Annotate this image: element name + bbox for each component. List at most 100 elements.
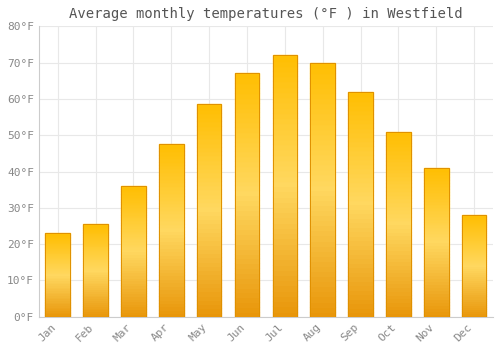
Bar	[310, 307, 335, 312]
Bar	[386, 132, 410, 317]
Bar	[348, 119, 373, 123]
Bar	[159, 268, 184, 272]
Bar	[462, 250, 486, 252]
Bar	[84, 256, 108, 258]
Bar	[310, 63, 335, 317]
Bar	[310, 134, 335, 139]
Bar	[386, 298, 410, 302]
Bar	[46, 302, 70, 303]
Bar	[462, 266, 486, 268]
Bar	[272, 108, 297, 113]
Bar	[84, 276, 108, 278]
Bar	[46, 260, 70, 262]
Bar	[386, 165, 410, 169]
Bar	[234, 229, 260, 234]
Bar	[159, 293, 184, 296]
Bar	[310, 93, 335, 98]
Bar	[234, 176, 260, 181]
Bar	[234, 244, 260, 249]
Bar	[84, 254, 108, 256]
Bar	[386, 228, 410, 232]
Bar	[424, 308, 448, 311]
Bar	[234, 161, 260, 166]
Bar	[310, 312, 335, 317]
Bar	[197, 138, 222, 142]
Bar	[84, 308, 108, 309]
Bar	[348, 209, 373, 213]
Bar	[121, 314, 146, 317]
Bar	[234, 278, 260, 283]
Bar	[159, 179, 184, 182]
Bar	[386, 187, 410, 191]
Bar	[121, 275, 146, 278]
Bar	[159, 272, 184, 275]
Bar	[462, 262, 486, 264]
Bar	[462, 246, 486, 248]
Bar	[348, 159, 373, 164]
Bar	[310, 68, 335, 73]
Bar	[386, 198, 410, 202]
Bar	[310, 159, 335, 164]
Bar	[84, 309, 108, 311]
Bar	[310, 240, 335, 246]
Bar	[197, 253, 222, 257]
Bar	[234, 74, 260, 78]
Bar	[462, 274, 486, 276]
Bar	[424, 290, 448, 293]
Bar	[159, 237, 184, 241]
Bar	[159, 241, 184, 244]
Bar	[84, 245, 108, 246]
Bar	[84, 287, 108, 289]
Bar	[424, 278, 448, 281]
Bar	[84, 261, 108, 263]
Bar	[310, 302, 335, 307]
Bar	[121, 204, 146, 207]
Bar	[348, 272, 373, 276]
Bar	[121, 217, 146, 220]
Bar	[121, 249, 146, 251]
Bar	[348, 276, 373, 281]
Bar	[424, 210, 448, 212]
Bar	[348, 105, 373, 110]
Bar	[386, 309, 410, 313]
Bar	[348, 164, 373, 168]
Bar	[234, 268, 260, 273]
Bar	[310, 113, 335, 119]
Bar	[84, 280, 108, 282]
Bar	[348, 128, 373, 132]
Bar	[159, 227, 184, 231]
Bar	[84, 282, 108, 284]
Bar	[46, 307, 70, 308]
Bar	[197, 113, 222, 117]
Bar	[197, 134, 222, 138]
Bar	[234, 156, 260, 161]
Bar	[159, 155, 184, 158]
Bar	[197, 189, 222, 194]
Bar	[272, 170, 297, 176]
Bar	[272, 217, 297, 223]
Bar	[197, 202, 222, 206]
Bar	[272, 270, 297, 275]
Bar	[462, 280, 486, 282]
Bar	[84, 274, 108, 276]
Bar	[234, 219, 260, 224]
Bar	[424, 198, 448, 201]
Bar	[159, 261, 184, 265]
Bar	[46, 267, 70, 268]
Bar	[159, 275, 184, 279]
Bar	[46, 273, 70, 275]
Bar	[462, 311, 486, 313]
Bar	[159, 286, 184, 289]
Bar	[424, 302, 448, 305]
Bar	[121, 267, 146, 270]
Bar	[197, 185, 222, 189]
Bar	[46, 245, 70, 247]
Bar	[197, 126, 222, 130]
Bar	[159, 313, 184, 317]
Bar	[272, 249, 297, 254]
Bar	[462, 215, 486, 217]
Bar	[197, 308, 222, 313]
Bar	[197, 198, 222, 202]
Bar	[46, 238, 70, 240]
Bar	[159, 220, 184, 224]
